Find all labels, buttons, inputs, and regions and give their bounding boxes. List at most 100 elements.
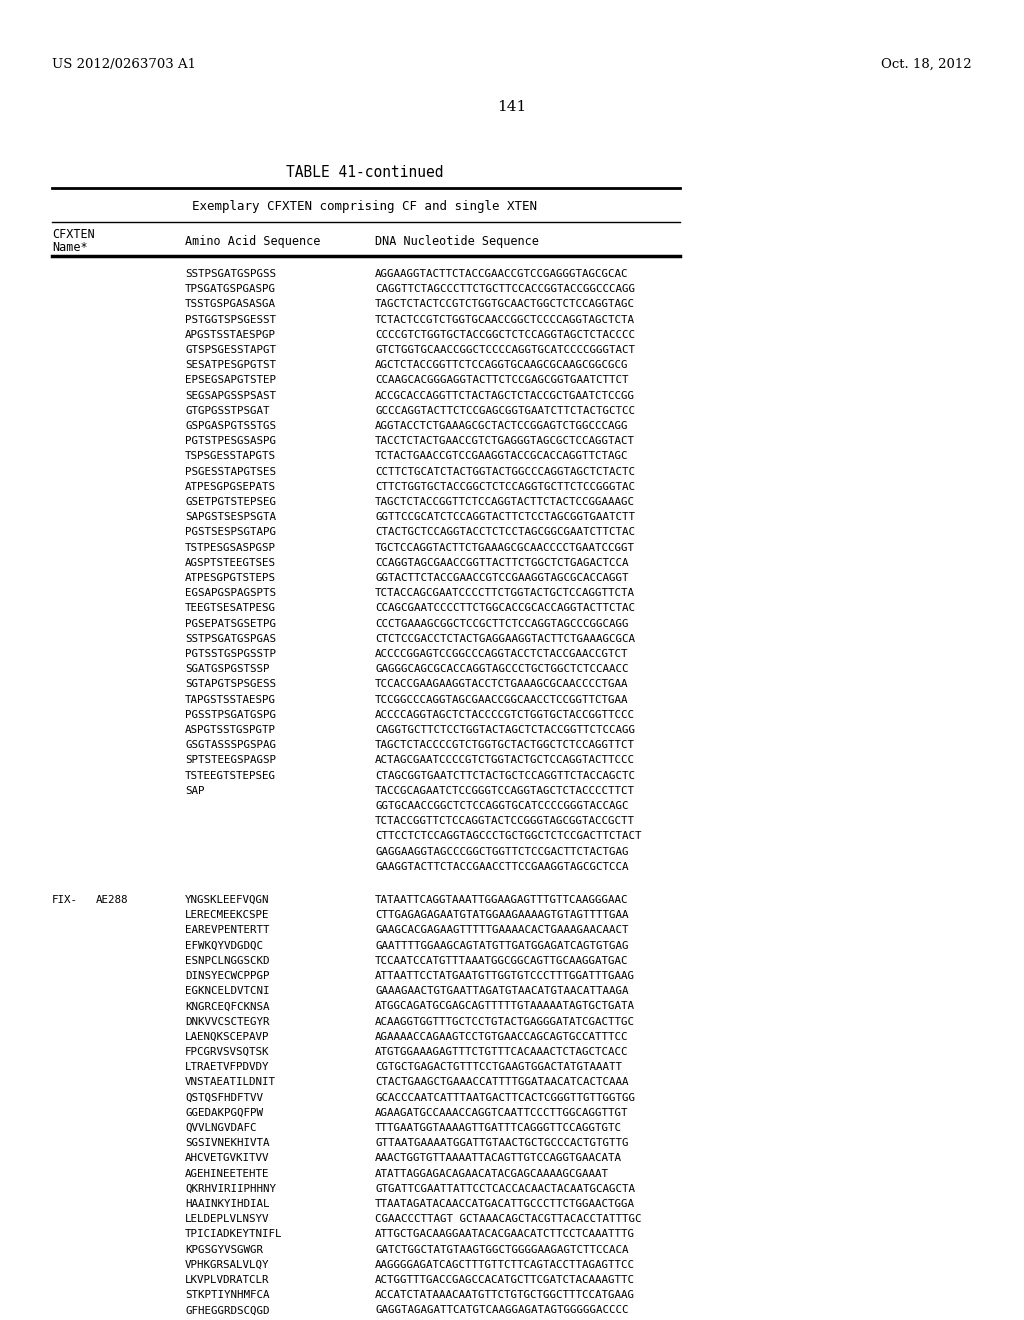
Text: CCAGCGAATCCCCTTCTGGCACCGCACCAGGTACTTCTAC: CCAGCGAATCCCCTTCTGGCACCGCACCAGGTACTTCTAC [375, 603, 635, 614]
Text: SEGSAPGSSPSAST: SEGSAPGSSPSAST [185, 391, 276, 400]
Text: HAAINKYIHDIAL: HAAINKYIHDIAL [185, 1199, 269, 1209]
Text: AGAAAACCAGAAGTCCTGTGAACCAGCAGTGCCATTTCC: AGAAAACCAGAAGTCCTGTGAACCAGCAGTGCCATTTCC [375, 1032, 629, 1041]
Text: TCTACCGGTTCTCCAGGTACTCCGGGTAGCGGTACCGCTT: TCTACCGGTTCTCCAGGTACTCCGGGTAGCGGTACCGCTT [375, 816, 635, 826]
Text: CAGGTTCTAGCCCTTCTGCTTCCACCGGTACCGGCCCAGG: CAGGTTCTAGCCCTTCTGCTTCCACCGGTACCGGCCCAGG [375, 284, 635, 294]
Text: SAPGSTSESPSGTA: SAPGSTSESPSGTA [185, 512, 276, 523]
Text: TAGCTCTACCGGTTCTCCAGGTACTTCTACTCCGGAAAGC: TAGCTCTACCGGTTCTCCAGGTACTTCTACTCCGGAAAGC [375, 498, 635, 507]
Text: Exemplary CFXTEN comprising CF and single XTEN: Exemplary CFXTEN comprising CF and singl… [193, 201, 538, 213]
Text: CCCCGTCTGGTGCTACCGGCTCTCCAGGTAGCTCTACCCC: CCCCGTCTGGTGCTACCGGCTCTCCAGGTAGCTCTACCCC [375, 330, 635, 339]
Text: Oct. 18, 2012: Oct. 18, 2012 [882, 58, 972, 71]
Text: SGSIVNEKHIVTA: SGSIVNEKHIVTA [185, 1138, 269, 1148]
Text: VPHKGRSALVLQY: VPHKGRSALVLQY [185, 1259, 269, 1270]
Text: ATTGCTGACAAGGAATACACGAACATCTTCCTCAAATTTG: ATTGCTGACAAGGAATACACGAACATCTTCCTCAAATTTG [375, 1229, 635, 1239]
Text: CTTGAGAGAGAATGTATGGAAGAAAAGTGTAGTTTTGAA: CTTGAGAGAGAATGTATGGAAGAAAAGTGTAGTTTTGAA [375, 911, 629, 920]
Text: ACCATCTATAAACAATGTTCTGTGCTGGCTTTCCATGAAG: ACCATCTATAAACAATGTTCTGTGCTGGCTTTCCATGAAG [375, 1290, 635, 1300]
Text: PSGESSTAPGTSES: PSGESSTAPGTSES [185, 466, 276, 477]
Text: LKVPLVDRATCLR: LKVPLVDRATCLR [185, 1275, 269, 1284]
Text: GAGGAAGGTAGCCCGGCTGGTTCTCCGACTTCTACTGAG: GAGGAAGGTAGCCCGGCTGGTTCTCCGACTTCTACTGAG [375, 846, 629, 857]
Text: ACCCCGGAGTCCGGCCCAGGTACCTCTACCGAACCGTCT: ACCCCGGAGTCCGGCCCAGGTACCTCTACCGAACCGTCT [375, 649, 629, 659]
Text: KNGRCEQFCKNSA: KNGRCEQFCKNSA [185, 1002, 269, 1011]
Text: PGSTSESPSGTAPG: PGSTSESPSGTAPG [185, 528, 276, 537]
Text: CCTTCTGCATCTACTGGTACTGGCCCAGGTAGCTCTACTC: CCTTCTGCATCTACTGGTACTGGCCCAGGTAGCTCTACTC [375, 466, 635, 477]
Text: GCCCAGGTACTTCTCCGAGCGGTGAATCTTCTACTGCTCC: GCCCAGGTACTTCTCCGAGCGGTGAATCTTCTACTGCTCC [375, 405, 635, 416]
Text: TSTPESGSASPGSP: TSTPESGSASPGSP [185, 543, 276, 553]
Text: SGATGSPGSTSSP: SGATGSPGSTSSP [185, 664, 269, 675]
Text: DNKVVCSCTEGYR: DNKVVCSCTEGYR [185, 1016, 269, 1027]
Text: GGTACTTCTACCGAACCGTCCGAAGGTAGCGCACCAGGT: GGTACTTCTACCGAACCGTCCGAAGGTAGCGCACCAGGT [375, 573, 629, 583]
Text: DNA Nucleotide Sequence: DNA Nucleotide Sequence [375, 235, 539, 248]
Text: SSTPSGATGSPGAS: SSTPSGATGSPGAS [185, 634, 276, 644]
Text: ATATTAGGAGACAGAACATACGAGCAAAAGCGAAAT: ATATTAGGAGACAGAACATACGAGCAAAAGCGAAAT [375, 1168, 609, 1179]
Text: TGCTCCAGGTACTTCTGAAAGCGCAACCCCTGAATCCGGT: TGCTCCAGGTACTTCTGAAAGCGCAACCCCTGAATCCGGT [375, 543, 635, 553]
Text: TPICIADKEYTNIFL: TPICIADKEYTNIFL [185, 1229, 283, 1239]
Text: CCCTGAAAGCGGCTCCGCTTCTCCAGGTAGCCCGGCAGG: CCCTGAAAGCGGCTCCGCTTCTCCAGGTAGCCCGGCAGG [375, 619, 629, 628]
Text: PGSEPATSGSETPG: PGSEPATSGSETPG [185, 619, 276, 628]
Text: AGGAAGGTACTTCTACCGAACCGTCCGAGGGTAGCGCAC: AGGAAGGTACTTCTACCGAACCGTCCGAGGGTAGCGCAC [375, 269, 629, 279]
Text: LTRAETVFPDVDY: LTRAETVFPDVDY [185, 1063, 269, 1072]
Text: SAP: SAP [185, 785, 205, 796]
Text: EFWKQYVDGDQC: EFWKQYVDGDQC [185, 941, 263, 950]
Text: PGSSTPSGATGSPG: PGSSTPSGATGSPG [185, 710, 276, 719]
Text: ACTGGTTTGACCGAGCCACATGCTTCGATCTACAAAGTTC: ACTGGTTTGACCGAGCCACATGCTTCGATCTACAAAGTTC [375, 1275, 635, 1284]
Text: TATAATTCAGGTAAATTGGAAGAGTTTGTTCAAGGGAAC: TATAATTCAGGTAAATTGGAAGAGTTTGTTCAAGGGAAC [375, 895, 629, 906]
Text: GSPGASPGTSSTGS: GSPGASPGTSSTGS [185, 421, 276, 432]
Text: SPTSTEEGSPAGSP: SPTSTEEGSPAGSP [185, 755, 276, 766]
Text: GAGGGCAGCGCACCAGGTAGCCCTGCTGGCTCTCCAACC: GAGGGCAGCGCACCAGGTAGCCCTGCTGGCTCTCCAACC [375, 664, 629, 675]
Text: 141: 141 [498, 100, 526, 114]
Text: ASPGTSSTGSPGTP: ASPGTSSTGSPGTP [185, 725, 276, 735]
Text: GAAGCACGAGAAGTTTTTGAAAACACTGAAAGAACAACT: GAAGCACGAGAAGTTTTTGAAAACACTGAAAGAACAACT [375, 925, 629, 936]
Text: AGSPTSTEEGTSES: AGSPTSTEEGTSES [185, 558, 276, 568]
Text: QVVLNGVDAFC: QVVLNGVDAFC [185, 1123, 256, 1133]
Text: ATTAATTCCTATGAATGTTGGTGTCCCTTTGGATTTGAAG: ATTAATTCCTATGAATGTTGGTGTCCCTTTGGATTTGAAG [375, 972, 635, 981]
Text: GTGATTCGAATTATTCCTCACCACAACTACAATGCAGCTA: GTGATTCGAATTATTCCTCACCACAACTACAATGCAGCTA [375, 1184, 635, 1193]
Text: QKRHVIRIIPHHNY: QKRHVIRIIPHHNY [185, 1184, 276, 1193]
Text: AGCTCTACCGGTTCTCCAGGTGCAAGCGCAAGCGGCGCG: AGCTCTACCGGTTCTCCAGGTGCAAGCGCAAGCGGCGCG [375, 360, 629, 370]
Text: CAGGTGCTTCTCCTGGTACTAGCTCTACCGGTTCTCCAGG: CAGGTGCTTCTCCTGGTACTAGCTCTACCGGTTCTCCAGG [375, 725, 635, 735]
Text: CTTCTGGTGCTACCGGCTCTCCAGGTGCTTCTCCGGGTAC: CTTCTGGTGCTACCGGCTCTCCAGGTGCTTCTCCGGGTAC [375, 482, 635, 492]
Text: DINSYECWCPPGP: DINSYECWCPPGP [185, 972, 269, 981]
Text: YNGSKLEEFVQGN: YNGSKLEEFVQGN [185, 895, 269, 906]
Text: GSETPGTSTEPSEG: GSETPGTSTEPSEG [185, 498, 276, 507]
Text: GTGPGSSTPSGAT: GTGPGSSTPSGAT [185, 405, 269, 416]
Text: ATGGCAGATGCGAGCAGTTTTTGTAAAAATAGTGCTGATA: ATGGCAGATGCGAGCAGTTTTTGTAAAAATAGTGCTGATA [375, 1002, 635, 1011]
Text: GAAAGAACTGTGAATTAGATGTAACATGTAACATTAAGA: GAAAGAACTGTGAATTAGATGTAACATGTAACATTAAGA [375, 986, 629, 997]
Text: TAGCTCTACCCCGTCTGGTGCTACTGGCTCTCCAGGTTCT: TAGCTCTACCCCGTCTGGTGCTACTGGCTCTCCAGGTTCT [375, 741, 635, 750]
Text: Name*: Name* [52, 242, 88, 253]
Text: GSGTASSSPGSPAG: GSGTASSSPGSPAG [185, 741, 276, 750]
Text: FIX-: FIX- [52, 895, 78, 906]
Text: SESATPESGPGTST: SESATPESGPGTST [185, 360, 276, 370]
Text: AGEHINEETEHTE: AGEHINEETEHTE [185, 1168, 269, 1179]
Text: PGTSSTGSPGSSTP: PGTSSTGSPGSSTP [185, 649, 276, 659]
Text: TSTEEGTSTEPSEG: TSTEEGTSTEPSEG [185, 771, 276, 780]
Text: US 2012/0263703 A1: US 2012/0263703 A1 [52, 58, 196, 71]
Text: TACCGCAGAATCTCCGGGTCCAGGTAGCTCTACCCCTTCT: TACCGCAGAATCTCCGGGTCCAGGTAGCTCTACCCCTTCT [375, 785, 635, 796]
Text: EPSEGSAPGTSTEP: EPSEGSAPGTSTEP [185, 375, 276, 385]
Text: GATCTGGCTATGTAAGTGGCTGGGGAAGAGTCTTCCACA: GATCTGGCTATGTAAGTGGCTGGGGAAGAGTCTTCCACA [375, 1245, 629, 1254]
Text: GGTGCAACCGGCTCTCCAGGTGCATCCCCGGGTACCAGC: GGTGCAACCGGCTCTCCAGGTGCATCCCCGGGTACCAGC [375, 801, 629, 810]
Text: PSTGGTSPSGESST: PSTGGTSPSGESST [185, 314, 276, 325]
Text: QSTQSFHDFTVV: QSTQSFHDFTVV [185, 1093, 263, 1102]
Text: SGTAPGTSPSGESS: SGTAPGTSPSGESS [185, 680, 276, 689]
Text: LAENQKSCEPAVP: LAENQKSCEPAVP [185, 1032, 269, 1041]
Text: GTTAATGAAAATGGATTGTAACTGCTGCCCACTGTGTTG: GTTAATGAAAATGGATTGTAACTGCTGCCCACTGTGTTG [375, 1138, 629, 1148]
Text: GCACCCAATCATTTAATGACTTCACTCGGGTTGTTGGTGG: GCACCCAATCATTTAATGACTTCACTCGGGTTGTTGGTGG [375, 1093, 635, 1102]
Text: FPCGRVSVSQTSK: FPCGRVSVSQTSK [185, 1047, 269, 1057]
Text: GTSPSGESSTAPGT: GTSPSGESSTAPGT [185, 345, 276, 355]
Text: TTTGAATGGTAAAAGTTGATTTCAGGGTTCCAGGTGTC: TTTGAATGGTAAAAGTTGATTTCAGGGTTCCAGGTGTC [375, 1123, 622, 1133]
Text: TPSGATGSPGASPG: TPSGATGSPGASPG [185, 284, 276, 294]
Text: GAATTTTGGAAGCAGTATGTTGATGGAGATCAGTGTGAG: GAATTTTGGAAGCAGTATGTTGATGGAGATCAGTGTGAG [375, 941, 629, 950]
Text: ACTAGCGAATCCCCGTCTGGTACTGCTCCAGGTACTTCCC: ACTAGCGAATCCCCGTCTGGTACTGCTCCAGGTACTTCCC [375, 755, 635, 766]
Text: TTAATAGATACAACCATGACATTGCCCTTCTGGAACTGGA: TTAATAGATACAACCATGACATTGCCCTTCTGGAACTGGA [375, 1199, 635, 1209]
Text: TCCAATCCATGTTTAAATGGCGGCAGTTGCAAGGATGAC: TCCAATCCATGTTTAAATGGCGGCAGTTGCAAGGATGAC [375, 956, 629, 966]
Text: EGKNCELDVTCNI: EGKNCELDVTCNI [185, 986, 269, 997]
Text: GTCTGGTGCAACCGGCTCCCCAGGTGCATCCCCGGGTACT: GTCTGGTGCAACCGGCTCCCCAGGTGCATCCCCGGGTACT [375, 345, 635, 355]
Text: GGEDAKPGQFPW: GGEDAKPGQFPW [185, 1107, 263, 1118]
Text: TCTACCAGCGAATCCCCTTCTGGTACTGCTCCAGGTTCTA: TCTACCAGCGAATCCCCTTCTGGTACTGCTCCAGGTTCTA [375, 589, 635, 598]
Text: TCCGGCCCAGGTAGCGAACCGGCAACCTCCGGTTCTGAA: TCCGGCCCAGGTAGCGAACCGGCAACCTCCGGTTCTGAA [375, 694, 629, 705]
Text: CTACTGAAGCTGAAACCATTTTGGATAACATCACTCAAA: CTACTGAAGCTGAAACCATTTTGGATAACATCACTCAAA [375, 1077, 629, 1088]
Text: TABLE 41-continued: TABLE 41-continued [287, 165, 443, 180]
Text: LELDEPLVLNSYV: LELDEPLVLNSYV [185, 1214, 269, 1224]
Text: ESNPCLNGGSCKD: ESNPCLNGGSCKD [185, 956, 269, 966]
Text: TSSTGSPGASASGA: TSSTGSPGASASGA [185, 300, 276, 309]
Text: STKPTIYNHMFCA: STKPTIYNHMFCA [185, 1290, 269, 1300]
